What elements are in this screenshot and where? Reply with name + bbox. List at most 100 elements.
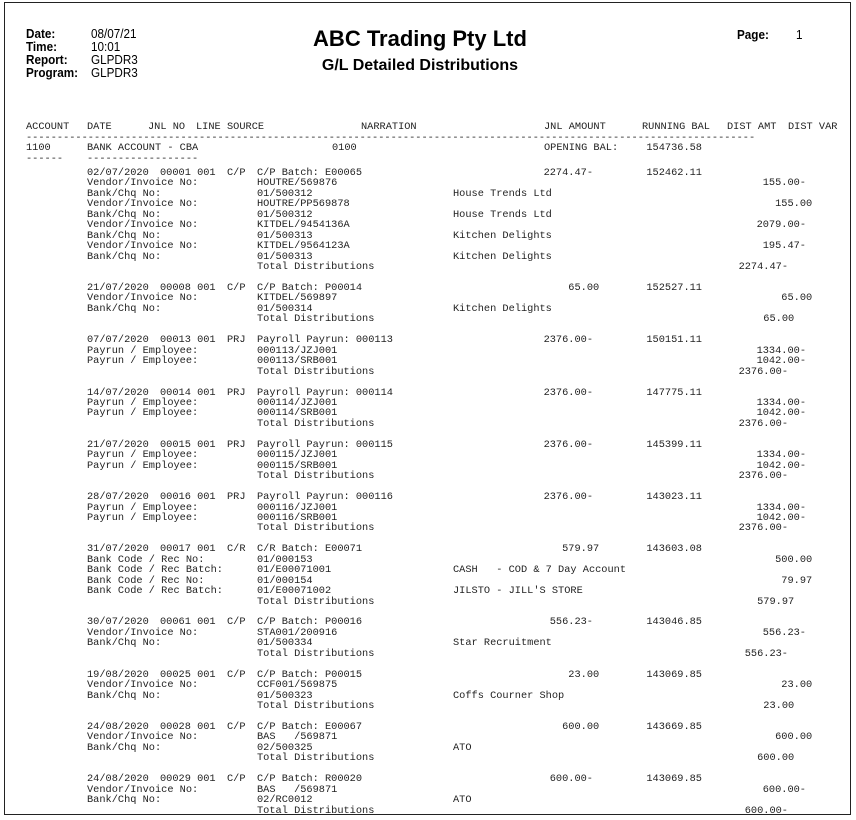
- entry-narration: C/P Batch: P00016: [257, 616, 363, 629]
- distribution-reference: 000115/SRB001: [257, 459, 338, 472]
- total-distributions-label: Total Distributions: [257, 700, 375, 713]
- entry-date: 02/07/2020: [87, 167, 149, 179]
- distribution-label: Bank/Chq No:: [87, 741, 162, 754]
- entry-jnl-no: 00025 001: [160, 668, 216, 681]
- date-value: 08/07/21: [91, 26, 137, 41]
- distribution-amount: 1042.00-: [756, 511, 806, 524]
- entry-jnl-no: 00061 001: [160, 616, 216, 629]
- distribution-reference: 01/E00071002: [257, 585, 332, 598]
- distribution-line: Vendor/Invoice No: KITDEL/9454136A 2079.00…: [0, 219, 856, 232]
- entry-source: PRJ: [227, 334, 246, 347]
- entry-running-bal: 143669.85: [646, 721, 702, 734]
- distribution-party: House Trends Ltd: [453, 187, 552, 200]
- page-label: Page:: [737, 27, 769, 42]
- journal-entry: 28/07/2020 00016 001 PRJ Payroll Payrun: 00…: [0, 492, 856, 544]
- entry-running-bal: 143069.85: [646, 668, 702, 681]
- distribution-amount: 1334.00-: [756, 449, 806, 462]
- journal-line: 02/07/2020 00001 001 C/P C/P Batch: E00065 2…: [0, 167, 856, 179]
- distribution-reference: 01/000153: [257, 553, 313, 566]
- distribution-reference: 01/E00071001: [257, 564, 332, 577]
- distribution-label: Vendor/Invoice No:: [87, 240, 199, 253]
- total-distributions-amount: 2376.00-: [738, 365, 788, 378]
- total-distributions-label: Total Distributions: [257, 365, 375, 378]
- distribution-line: Bank/Chq No: 01/500313 Kitchen Delights: [0, 229, 856, 242]
- distribution-amount: 65.00: [781, 292, 813, 305]
- company-name: ABC Trading Pty Ltd: [313, 26, 527, 51]
- total-distributions-label: Total Distributions: [257, 595, 375, 608]
- distribution-label: Vendor/Invoice No:: [87, 177, 199, 190]
- distribution-reference: 01/500334: [257, 637, 313, 650]
- journal-entry: 19/08/2020 00025 001 C/P C/P Batch: P00015 2…: [0, 668, 856, 722]
- distribution-line: Vendor/Invoice No: KITDEL/569897 65.00: [0, 292, 856, 305]
- account-number: 1100: [26, 142, 51, 154]
- col-line: LINE: [196, 121, 221, 133]
- distribution-reference: 000113/SRB001: [257, 355, 338, 368]
- entry-jnl-amount: 600.00: [562, 721, 600, 734]
- col-narration: NARRATION: [361, 121, 417, 133]
- report-title: G/L Detailed Distributions: [321, 57, 519, 74]
- distribution-party: ATO: [453, 741, 472, 754]
- account-code: 0100: [332, 142, 357, 154]
- entry-running-bal: 143603.08: [646, 543, 702, 556]
- column-headers: ACCOUNT DATE JNL NO LINE SOURCE NARRATIO…: [0, 0, 856, 133]
- distribution-label: Bank/Chq No:: [87, 689, 162, 702]
- journal-line: 21/07/2020 00015 001 PRJ Payroll Payrun: 00…: [0, 439, 856, 450]
- entry-narration: Payroll Payrun: 000114: [257, 386, 393, 399]
- distribution-reference: 000113/JZJ001: [257, 344, 338, 357]
- distribution-label: Payrun / Employee:: [87, 459, 199, 472]
- col-jnl-amount: JNL AMOUNT: [544, 121, 606, 133]
- entry-jnl-no: 00017 001: [160, 543, 216, 556]
- distribution-label: Bank Code / Rec Batch:: [87, 564, 223, 577]
- distribution-reference: CCF001/569875: [257, 679, 338, 692]
- report-label: Report:: [26, 52, 68, 67]
- total-distributions-amount: 65.00: [763, 313, 795, 326]
- entry-date: 28/07/2020: [87, 491, 149, 504]
- entry-source: C/P: [227, 167, 246, 179]
- total-distributions-amount: 2376.00-: [738, 522, 788, 535]
- distribution-party: JILSTO - JILL'S STORE: [453, 585, 583, 598]
- total-distributions-line: Total Distributions 2376.00-: [0, 418, 856, 429]
- distribution-line: Bank/Chq No: 01/500313 Kitchen Delights: [0, 250, 856, 263]
- total-distributions-label: Total Distributions: [257, 470, 375, 483]
- journal-line: 24/08/2020 00028 001 C/P C/P Batch: E00067 6…: [0, 721, 856, 734]
- col-dist-amt: DIST AMT: [727, 121, 777, 133]
- journal-entry: 24/08/2020 00028 001 C/P C/P Batch: E00067 6…: [0, 722, 856, 774]
- distribution-label: Vendor/Invoice No:: [87, 731, 199, 744]
- distribution-label: Payrun / Employee:: [87, 396, 199, 409]
- distribution-amount: 2079.00-: [756, 219, 806, 232]
- distribution-reference: 01/500323: [257, 689, 313, 702]
- distribution-amount: 1042.00-: [756, 459, 806, 472]
- entry-source: C/P: [227, 281, 246, 294]
- distribution-reference: 000116/SRB001: [257, 511, 338, 524]
- entry-source: C/P: [227, 773, 246, 786]
- col-source: SOURCE: [227, 121, 265, 133]
- distribution-label: Payrun / Employee:: [87, 344, 199, 357]
- distribution-reference: 000114/SRB001: [257, 407, 338, 420]
- col-date: DATE: [87, 121, 112, 133]
- distribution-label: Bank/Chq No:: [87, 229, 162, 242]
- distribution-party: ATO: [453, 794, 472, 807]
- distribution-line: Bank/Chq No: 02/500325 ATO: [0, 741, 856, 754]
- distribution-party: Coffs Courner Shop: [453, 689, 565, 702]
- distribution-amount: 600.00: [775, 731, 813, 744]
- entry-jnl-no: 00014 001: [160, 386, 216, 399]
- entry-narration: C/P Batch: E00067: [257, 721, 363, 734]
- entry-date: 21/07/2020: [87, 281, 149, 294]
- distribution-reference: STA001/200916: [257, 626, 338, 639]
- journal-entry: 07/07/2020 00013 001 PRJ Payroll Payrun: 00…: [0, 335, 856, 387]
- distribution-line: Vendor/Invoice No: HOUTRE/569876 155.00-: [0, 177, 856, 190]
- distribution-party: Kitchen Delights: [453, 250, 552, 263]
- entry-source: PRJ: [227, 491, 246, 504]
- distribution-reference: 01/500313: [257, 229, 313, 242]
- distribution-reference: 01/000154: [257, 574, 313, 587]
- journal-line: 21/07/2020 00008 001 C/P C/P Batch: P00014 6…: [0, 281, 856, 294]
- distribution-label: Vendor/Invoice No:: [87, 219, 199, 232]
- distribution-reference: 02/RC0012: [257, 794, 313, 807]
- distribution-label: Vendor/Invoice No:: [87, 292, 199, 305]
- distribution-party: House Trends Ltd: [453, 208, 552, 221]
- distribution-reference: 01/500312: [257, 187, 313, 200]
- entry-running-bal: 147775.11: [646, 386, 702, 399]
- journal-line: 07/07/2020 00013 001 PRJ Payroll Payrun: 00…: [0, 334, 856, 347]
- entry-date: 07/07/2020: [87, 334, 149, 347]
- distribution-line: Vendor/Invoice No: BAS /569871 600.00: [0, 731, 856, 744]
